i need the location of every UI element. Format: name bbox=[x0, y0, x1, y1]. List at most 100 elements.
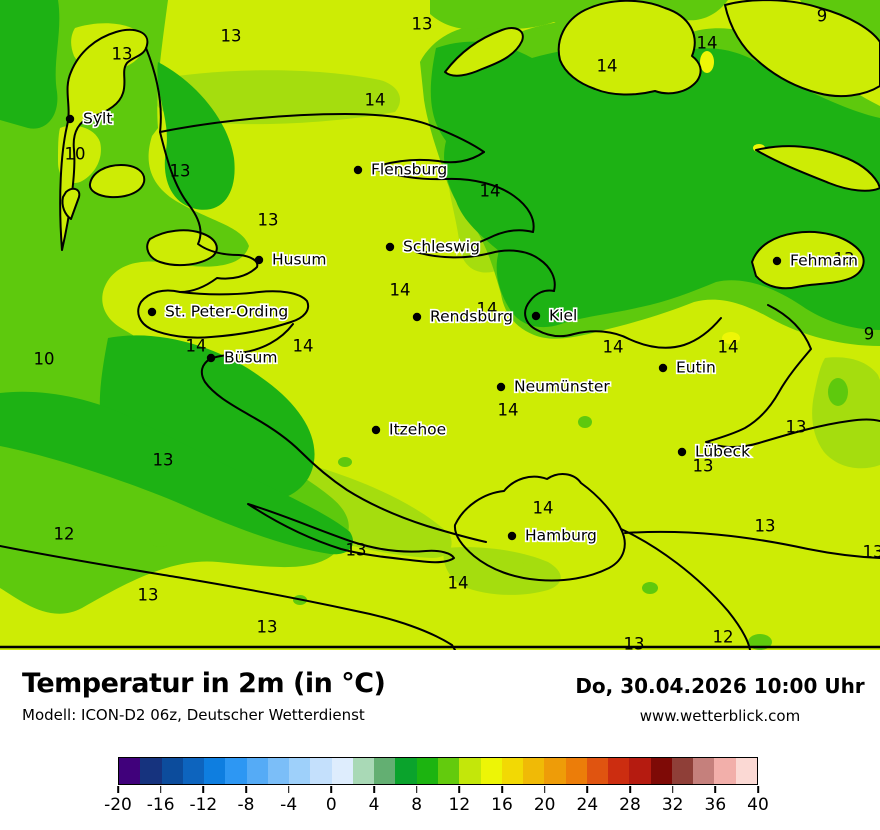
city-label: Schleswig bbox=[403, 238, 480, 256]
weather-map: 13 13 13 14 14 14 9 10 13 14 13 13 14 14 9 14 14 14 14 10 14… bbox=[0, 0, 880, 654]
colorbar-tick-label: 0 bbox=[325, 795, 337, 815]
temp-label: 14 bbox=[293, 337, 314, 356]
colorbar-tick-label: -8 bbox=[237, 795, 255, 815]
model-subtitle: Modell: ICON-D2 06z, Deutscher Wetterdie… bbox=[22, 706, 365, 724]
colorbar-segment bbox=[416, 758, 438, 784]
colorbar-tick-label: -4 bbox=[280, 795, 298, 815]
city-marker bbox=[353, 165, 363, 175]
temp-label: 14 bbox=[477, 300, 498, 319]
temp-label: 12 bbox=[713, 628, 734, 647]
forecast-datetime: Do, 30.04.2026 10:00 Uhr bbox=[575, 674, 865, 698]
temp-label: 13 bbox=[755, 517, 776, 536]
colorbar-tick bbox=[117, 786, 119, 793]
city-label: Husum bbox=[272, 251, 326, 269]
colorbar-segment bbox=[735, 758, 757, 784]
temp-label: 14 bbox=[603, 338, 624, 357]
colorbar-tick bbox=[543, 786, 546, 793]
city-label: Eutin bbox=[676, 359, 716, 377]
temp-label: 13 bbox=[258, 211, 279, 230]
colorbar-tick-label: -20 bbox=[104, 795, 132, 815]
colorbar-segment bbox=[459, 758, 481, 784]
island-danish-sliver bbox=[444, 27, 524, 77]
islands bbox=[59, 0, 880, 290]
colorbar-segment bbox=[565, 758, 587, 784]
colorbar-tick-label: 24 bbox=[576, 795, 599, 815]
temp-label: 13 bbox=[221, 27, 242, 46]
colorbar-segment bbox=[650, 758, 672, 784]
city-marker bbox=[507, 531, 517, 541]
website-credit: www.wetterblick.com bbox=[639, 707, 801, 725]
colorbar-segment bbox=[182, 758, 205, 784]
colorbar-segment bbox=[140, 758, 162, 784]
colorbar-tick bbox=[415, 786, 418, 793]
colorbar-segment bbox=[395, 758, 417, 784]
city-marker bbox=[371, 425, 381, 435]
colorbar-tick bbox=[373, 786, 375, 793]
island-amrum bbox=[61, 187, 81, 220]
city-label: Fehmarn bbox=[790, 252, 858, 270]
colorbar-tick-label: 4 bbox=[368, 795, 380, 815]
colorbar-tick-labels: -20 -16 -12 -8 -4 0 4 8 12 16 20 24 28 32 36 40 bbox=[104, 795, 769, 817]
temp-label: 13 bbox=[153, 451, 174, 470]
city-label: Lübeck bbox=[695, 443, 750, 461]
colorbar-tick bbox=[159, 786, 162, 793]
city-label: Neumünster bbox=[514, 378, 610, 396]
map-area: 13 13 13 14 14 14 9 10 13 14 13 13 14 14 9 14 14 14 14 10 14… bbox=[0, 0, 880, 654]
city-marker bbox=[772, 256, 782, 266]
colorbar-segment bbox=[119, 758, 141, 784]
colorbar-tick bbox=[629, 786, 631, 793]
colorbar-tick bbox=[330, 786, 333, 793]
colorbar-segment bbox=[501, 758, 524, 784]
temp-label: 13 bbox=[863, 543, 880, 562]
colorbar-segment bbox=[225, 758, 247, 784]
temp-label: 9 bbox=[817, 7, 828, 26]
temp-label: 14 bbox=[480, 182, 501, 201]
colorbar-tick bbox=[671, 786, 674, 793]
city-label: Sylt bbox=[83, 110, 112, 128]
city-label: Hamburg bbox=[525, 527, 597, 545]
colorbar-segment bbox=[714, 758, 736, 784]
colorbar-segment bbox=[246, 758, 268, 784]
temp-label: 13 bbox=[412, 15, 433, 34]
temp-label: 13 bbox=[786, 418, 807, 437]
temp-label: 13 bbox=[693, 457, 714, 476]
page-title: Temperatur in 2m (in °C) bbox=[22, 668, 386, 699]
colorbar-segment bbox=[693, 758, 715, 784]
city-label: Rendsburg bbox=[430, 308, 513, 326]
temp-label: 14 bbox=[597, 57, 618, 76]
colorbar-tick-label: -12 bbox=[189, 795, 218, 815]
colorbar-tick bbox=[714, 786, 717, 793]
temp-label: 14 bbox=[533, 499, 554, 518]
colorbar-segment bbox=[629, 758, 651, 784]
temp-label: 13 bbox=[257, 618, 278, 637]
colorbar-tick-label: 36 bbox=[704, 795, 727, 815]
city-label: Flensburg bbox=[371, 161, 447, 179]
colorbar-tick-label: 32 bbox=[661, 795, 684, 815]
city-marker bbox=[677, 447, 687, 457]
island-fehmarn bbox=[751, 230, 865, 290]
city-marker bbox=[206, 353, 216, 363]
colorbar-segment bbox=[289, 758, 311, 784]
temp-label: 13 bbox=[624, 635, 645, 651]
colorbar-tick-label: 28 bbox=[619, 795, 641, 815]
island-topright bbox=[724, 0, 880, 98]
colorbar-tick bbox=[245, 786, 247, 793]
city-label: St. Peter-Ording bbox=[165, 303, 288, 321]
colorbar-tick bbox=[202, 786, 205, 793]
colorbar-segment bbox=[480, 758, 502, 784]
temp-label: 10 bbox=[34, 350, 55, 369]
temp-label: 13 bbox=[112, 45, 133, 64]
colorbar-tick bbox=[287, 786, 290, 793]
temp-label: 12 bbox=[54, 525, 75, 544]
colorbar-ticks bbox=[117, 786, 759, 794]
colorbar-tick bbox=[757, 786, 759, 793]
colorbar-segment bbox=[352, 758, 375, 784]
colorbar-segment bbox=[523, 758, 545, 784]
temp-label: 14 bbox=[718, 338, 739, 357]
island-als bbox=[557, 0, 702, 96]
temp-label: 14 bbox=[390, 281, 411, 300]
temp-label: 14 bbox=[697, 34, 718, 53]
city-label: Kiel bbox=[549, 307, 577, 325]
colorbar-tick-label: 16 bbox=[491, 795, 513, 815]
temp-label: 13 bbox=[346, 541, 367, 560]
